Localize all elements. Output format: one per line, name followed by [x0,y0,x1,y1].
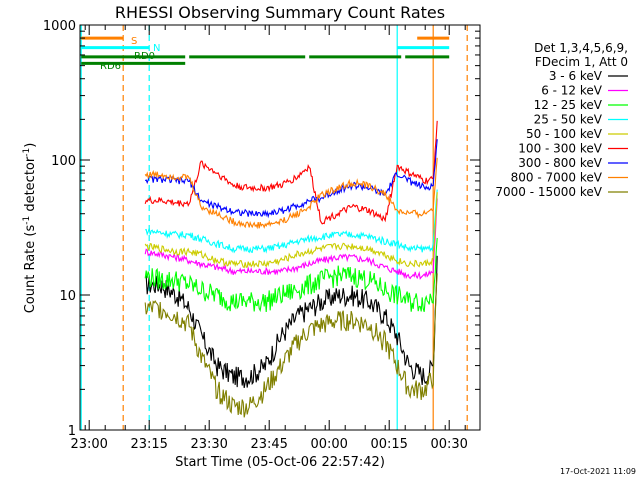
legend-entry-label-6: 300 - 800 keV [518,156,602,170]
series-line-4 [144,192,438,269]
legend-entry-label-3: 25 - 50 keV [534,113,603,127]
series-line-0 [144,255,438,388]
x-tick-label-3: 23:45 [250,437,287,452]
x-tick-label-0: 23:00 [70,437,107,452]
series-line-6 [144,139,438,219]
y-axis-label-sup2: -1 [22,148,32,157]
series-line-5 [144,120,438,225]
chart-title: RHESSI Observing Summary Count Rates [115,3,445,22]
y-tick-label-1: 10 [59,289,76,304]
y-axis-label: Count Rate (s-1 detector-1) [22,143,38,314]
x-axis: 23:00 23:15 23:30 23:45 00:00 00:15 00:30 [70,25,468,452]
series-line-7 [144,157,438,230]
legend-entry-label-8: 7000 - 15000 keV [495,185,602,199]
x-tick-label-4: 00:00 [310,437,347,452]
y-axis-label-part2: detector [23,156,38,216]
y-tick-label-3: 1000 [43,19,76,34]
x-tick-label-5: 00:15 [370,437,407,452]
legend: Det 1,3,4,5,6,9, FDecim 1, Att 0 3 - 6 k… [495,41,628,199]
timestamp: 17-Oct-2021 11:09 [560,467,636,476]
x-tick-label-2: 23:30 [190,437,227,452]
legend-entry-label-1: 6 - 12 keV [541,84,603,98]
flag-label-n: N [153,43,160,54]
legend-entry-label-5: 100 - 300 keV [518,142,602,156]
y-axis-label-part1: Count Rate (s [23,225,38,314]
y-tick-label-2: 100 [51,154,76,169]
flag-label-rd0: RD0 [134,51,155,62]
legend-entry-label-2: 12 - 25 keV [534,98,603,112]
x-tick-label-1: 23:15 [130,437,167,452]
series-line-1 [144,198,438,280]
flag-label-rd6: RD6 [100,61,121,72]
series-line-2 [144,237,438,313]
x-tick-label-6: 00:30 [430,437,467,452]
plot-frame [79,24,481,431]
y-axis: 1 10 100 1000 [43,19,480,439]
x-axis-label: Start Time (05-Oct-06 22:57:42) [175,455,385,470]
legend-header-2: FDecim 1, Att 0 [535,55,628,69]
legend-entry-label-4: 50 - 100 keV [526,127,603,141]
legend-header-1: Det 1,3,4,5,6,9, [534,41,628,55]
series-line-3 [145,189,438,254]
y-axis-label-part3: ) [23,143,38,148]
y-axis-label-sup1: -1 [22,216,32,225]
legend-entry-label-0: 3 - 6 keV [549,69,603,83]
legend-entry-label-7: 800 - 7000 keV [511,171,603,185]
flag-label-s: S [131,36,137,47]
y-tick-label-0: 1 [68,424,76,439]
series-line-8 [144,273,438,418]
